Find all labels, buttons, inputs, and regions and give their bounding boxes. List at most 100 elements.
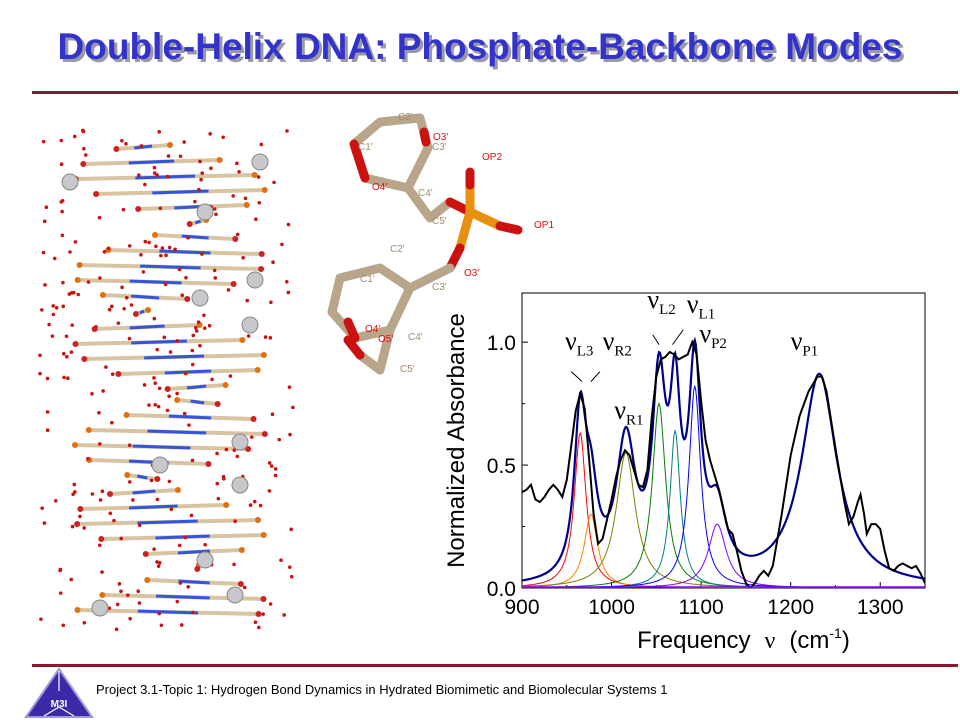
water-oxygen xyxy=(158,206,163,211)
oxygen xyxy=(93,191,100,197)
water-oxygen xyxy=(182,140,186,144)
peak-label: νL1 xyxy=(687,290,715,323)
water-oxygen xyxy=(221,474,226,479)
peak-label: νP1 xyxy=(791,327,819,360)
water-oxygen xyxy=(136,589,141,594)
water-oxygen xyxy=(235,454,240,459)
footer-text: Project 3.1-Topic 1: Hydrogen Bond Dynam… xyxy=(96,682,668,697)
water-oxygen xyxy=(198,159,202,164)
water-oxygen xyxy=(221,135,225,140)
water-oxygen xyxy=(207,323,212,328)
base-ring xyxy=(186,384,207,390)
plot-area xyxy=(522,336,925,588)
m3i-logo: M3I xyxy=(24,667,94,718)
oxygen xyxy=(72,341,79,347)
annotation-leader xyxy=(570,371,583,382)
water-oxygen xyxy=(180,293,185,297)
peak-label-symbol: ν xyxy=(791,327,803,356)
oxygen xyxy=(245,446,252,452)
component-peak xyxy=(522,384,925,588)
base-ring xyxy=(137,474,148,480)
water-oxygen xyxy=(212,207,217,211)
base-ring xyxy=(129,324,165,330)
water-oxygen xyxy=(213,276,218,280)
oxygen xyxy=(80,161,87,167)
base-ring xyxy=(128,504,178,510)
phosphate xyxy=(243,202,250,208)
water-oxygen xyxy=(54,306,59,310)
phosphate xyxy=(99,292,106,298)
water-oxygen xyxy=(268,336,273,340)
phosphate xyxy=(174,397,181,403)
base-ring xyxy=(130,294,160,300)
atom-label: O3' xyxy=(433,132,448,143)
phosphate xyxy=(261,187,268,193)
water-oxygen xyxy=(228,374,233,378)
water-oxygen xyxy=(40,506,44,510)
water-oxygen xyxy=(177,543,182,548)
base-ring xyxy=(137,609,199,615)
water-oxygen xyxy=(287,385,292,390)
water-oxygen xyxy=(285,129,289,133)
water-oxygen xyxy=(216,496,221,501)
water-oxygen xyxy=(190,458,195,463)
water-oxygen xyxy=(257,201,262,205)
water-oxygen xyxy=(157,130,162,134)
water-oxygen xyxy=(214,212,218,217)
atom-label: C3' xyxy=(432,142,447,153)
water-oxygen xyxy=(191,610,195,615)
water-oxygen xyxy=(164,253,168,258)
base-ring xyxy=(129,279,182,285)
water-oxygen xyxy=(153,381,158,385)
x-tick-label: 1000 xyxy=(588,596,635,619)
water-oxygen xyxy=(166,154,171,158)
water-oxygen xyxy=(45,376,50,381)
phosphate-backbone-molecule: C2'O3'C3'C1'O4'C4'C5'OP2OP1O3'C2'C1'C3'O… xyxy=(327,112,554,375)
atom-label: C5' xyxy=(400,364,415,375)
water-oxygen xyxy=(178,154,183,159)
peak-label: νR2 xyxy=(603,327,632,360)
water-oxygen xyxy=(120,285,124,290)
water-oxygen xyxy=(289,574,294,579)
water-oxygen xyxy=(285,279,289,284)
x-label-close: ) xyxy=(842,627,850,654)
atom-label: C5' xyxy=(432,216,447,227)
water-oxygen xyxy=(137,173,141,178)
water-oxygen xyxy=(51,312,56,317)
water-oxygen xyxy=(177,267,182,272)
water-oxygen xyxy=(157,386,162,391)
peak-label-subscript: P2 xyxy=(711,336,727,352)
atom-label: C2' xyxy=(390,244,405,255)
water-oxygen xyxy=(70,524,75,529)
water-oxygen xyxy=(183,371,188,376)
water-oxygen xyxy=(246,334,251,338)
water-oxygen xyxy=(270,412,275,417)
component-peak xyxy=(522,402,925,588)
logo-text: M3I xyxy=(51,699,68,710)
x-axis-label: Frequency ν (cm-1) xyxy=(637,625,850,654)
phosphate xyxy=(238,547,245,553)
base-ring xyxy=(190,399,205,405)
water-oxygen xyxy=(249,435,254,439)
base-ring xyxy=(178,579,210,585)
water-oxygen xyxy=(100,489,105,494)
phosphate xyxy=(239,337,246,343)
water-oxygen xyxy=(152,376,156,380)
oxygen xyxy=(135,206,142,212)
peak-label-symbol: ν xyxy=(647,285,659,314)
phosphate xyxy=(152,232,159,238)
peak-label-subscript: P1 xyxy=(802,344,818,360)
base-ring xyxy=(156,594,210,600)
oxygen xyxy=(142,551,149,557)
water-oxygen xyxy=(51,304,56,308)
water-oxygen xyxy=(157,611,161,616)
oxygen xyxy=(186,221,193,227)
water-oxygen xyxy=(100,570,104,574)
base-ring xyxy=(168,414,212,420)
water-oxygen xyxy=(102,250,107,254)
dna-helix-image xyxy=(38,128,295,632)
water-oxygen xyxy=(58,591,63,595)
water-oxygen xyxy=(127,336,132,341)
y-tick-label: 0.5 xyxy=(487,455,516,478)
experiment-curve xyxy=(522,339,925,588)
